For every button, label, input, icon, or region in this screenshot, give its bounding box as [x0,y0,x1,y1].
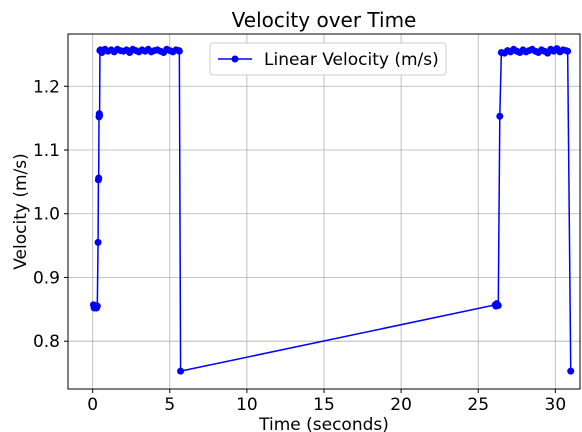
x-tick-label: 20 [390,395,412,415]
x-tick-label: 10 [236,395,258,415]
data-point [94,238,102,246]
data-point [95,174,103,182]
axis-ticks: 0 5 10 15 20 25 30 0.8 0.9 1.0 1.1 1.2 [33,77,566,415]
y-axis-label: Velocity (m/s) [11,153,31,270]
data-point [494,302,502,310]
data-point [175,47,183,55]
x-tick-label: 15 [313,395,335,415]
grid-lines [68,34,580,389]
y-tick-label: 0.8 [33,332,60,352]
x-tick-label: 30 [545,395,567,415]
data-point [496,112,504,120]
y-tick-label: 1.2 [33,77,60,97]
data-point [96,112,104,120]
legend-marker-swatch [231,55,239,63]
chart-title: Velocity over Time [232,8,417,32]
x-axis-label: Time (seconds) [258,415,389,432]
y-tick-label: 1.1 [33,141,60,161]
y-tick-label: 0.9 [33,268,60,288]
x-tick-label: 0 [87,395,98,415]
series-group [89,45,575,375]
legend: Linear Velocity (m/s) [209,42,447,76]
legend-label: Linear Velocity (m/s) [264,50,439,70]
legend-box [209,42,447,76]
data-point [93,302,101,310]
y-tick-label: 1.0 [33,205,60,225]
data-point [564,47,572,55]
data-point [567,367,575,375]
x-tick-label: 25 [467,395,489,415]
x-tick-label: 5 [164,395,175,415]
data-point [177,367,185,375]
